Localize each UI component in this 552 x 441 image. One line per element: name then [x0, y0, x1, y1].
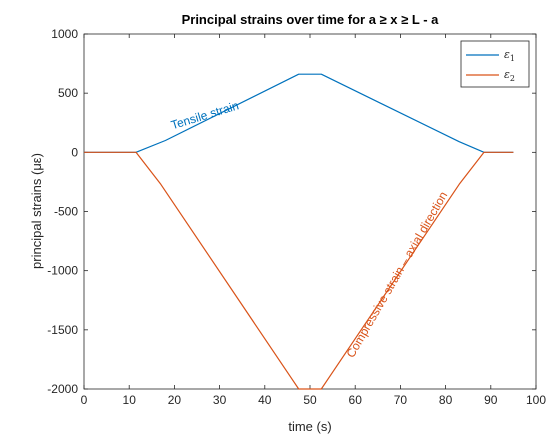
y-tick-label: -2000 [47, 382, 78, 396]
y-tick-label: 500 [58, 86, 78, 100]
series-layer [84, 73, 514, 390]
x-tick-label: 10 [123, 393, 137, 407]
series-line-1 [84, 73, 514, 153]
legend-box [460, 40, 530, 88]
x-tick-label: 50 [303, 393, 317, 407]
x-tick-label: 100 [526, 393, 546, 407]
chart-title: Principal strains over time for a ≥ x ≥ … [182, 12, 440, 27]
plot-frame [83, 33, 537, 390]
x-tick-label: 30 [213, 393, 227, 407]
x-tick-label: 70 [394, 393, 408, 407]
x-tick-label: 40 [258, 393, 272, 407]
y-tick-label: -1000 [47, 264, 78, 278]
y-tick-label: 1000 [51, 27, 78, 41]
legend-label-2: ε2 [504, 68, 515, 83]
legend-label-1: ε1 [504, 48, 515, 63]
y-tick-label: -500 [54, 205, 78, 219]
y-axis-label: principal strains (με) [29, 153, 44, 269]
y-tick-label: 0 [71, 145, 78, 159]
plot-area [83, 33, 537, 390]
y-tick-label: -1500 [47, 323, 78, 337]
x-tick-label: 0 [81, 393, 88, 407]
x-tick-label: 60 [349, 393, 363, 407]
series-line-2 [84, 151, 514, 390]
x-axis-label: time (s) [288, 419, 331, 434]
x-tick-label: 20 [168, 393, 182, 407]
x-tick-label: 80 [439, 393, 453, 407]
x-tick-label: 90 [484, 393, 498, 407]
axis-ticks: 0 10 20 30 40 50 60 70 80 90 100 1000 500 0 -500 -1000 -… [47, 27, 546, 407]
